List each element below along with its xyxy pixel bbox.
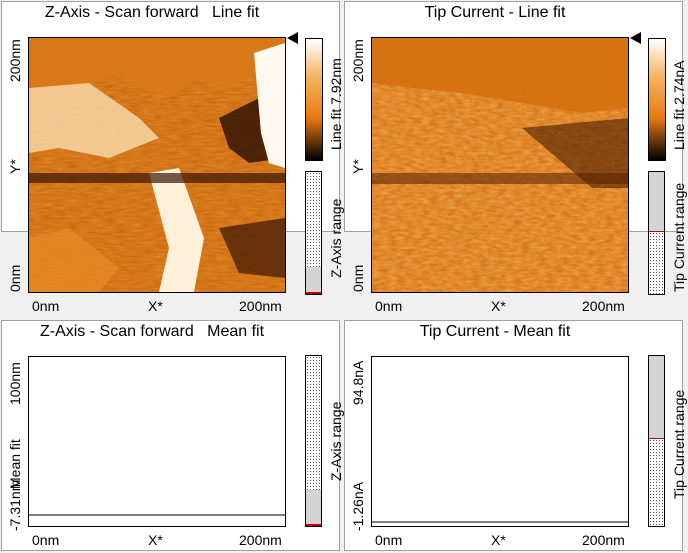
panel-title: Z-Axis - Scan forward Mean fit [39,323,265,340]
y-axis-top-label: 94.8nA [350,360,366,405]
y-axis-mid-label: Y* [350,159,366,174]
range-label: Tip Current range [671,182,687,292]
y-axis-bottom-label: -1.26nA [350,481,366,531]
panel-tip-line-fit: Tip Current - Line fit 200nm Y* 0nm 0nm … [344,1,687,314]
range-label: Z-Axis range [328,401,344,481]
panel-z-line-fit: Z-Axis - Scan forward Line fit 200nm Y* … [1,1,344,314]
y-axis-bottom-label: 0nm [7,264,23,292]
range-label: Z-Axis range [328,198,344,278]
range-bar[interactable] [305,355,322,527]
x-axis-mid-label: X* [491,298,506,314]
range-bar[interactable] [648,355,665,527]
panel-z-mean-fit: Z-Axis - Scan forward Mean fit 100nm Mea… [1,320,344,551]
panel-title: Z-Axis - Scan forward Line fit [44,4,260,21]
x-axis-right-label: 200nm [582,532,625,548]
z-line-fit-image[interactable] [28,37,286,293]
color-scale-label: Line fit 7.92nm [328,58,344,150]
x-axis-right-label: 200nm [239,298,282,314]
x-axis-mid-label: X* [148,298,163,314]
range-bar[interactable] [648,171,665,295]
color-scale-bar [305,38,323,161]
x-axis-mid-label: X* [491,532,506,548]
panel-title: Tip Current - Line fit [424,4,566,21]
color-scale-label: Line fit 2.74nA [671,60,687,150]
y-axis-top-label: 200nm [350,39,366,82]
y-axis-bottom-label: 0nm [350,264,366,292]
scale-marker-icon[interactable] [287,32,298,44]
range-label: Tip Current range [671,389,687,499]
x-axis-left-label: 0nm [375,532,403,548]
range-bar[interactable] [305,171,322,295]
tip-mean-fit-plot[interactable] [371,356,629,527]
x-axis-right-label: 200nm [582,298,625,314]
z-mean-fit-plot[interactable] [28,356,286,527]
y-axis-top-label: 100nm [7,362,23,405]
panel-tip-mean-fit: Tip Current - Mean fit 94.8nA -1.26nA 0n… [344,320,687,551]
y-axis-top-label: 200nm [7,39,23,82]
panel-title: Tip Current - Mean fit [419,323,571,340]
x-axis-left-label: 0nm [32,532,60,548]
x-axis-left-label: 0nm [375,298,403,314]
x-axis-left-label: 0nm [32,298,60,314]
scale-marker-icon[interactable] [630,32,641,44]
tip-line-fit-image[interactable] [371,37,629,293]
color-scale-bar [648,38,666,161]
y-axis-bottom-label: -7.31nm [7,479,23,531]
y-axis-mid-label: Y* [7,159,23,174]
x-axis-right-label: 200nm [239,532,282,548]
x-axis-mid-label: X* [148,532,163,548]
